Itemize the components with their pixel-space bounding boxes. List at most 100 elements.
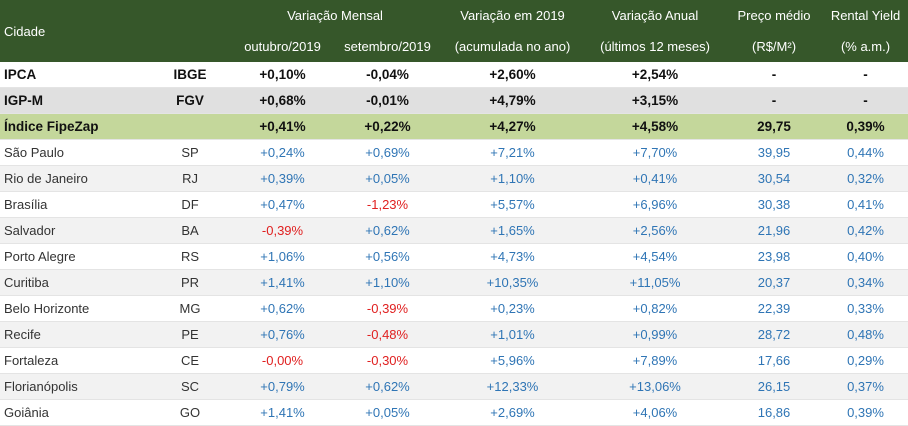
cell-ano: +4,79% bbox=[440, 87, 586, 114]
cell-yield: 0,42% bbox=[823, 217, 908, 244]
cell-anual: +0,82% bbox=[585, 295, 726, 322]
city-uf: DF bbox=[150, 191, 231, 218]
cell-outubro: +0,10% bbox=[230, 62, 336, 88]
cell-preco: 30,54 bbox=[725, 165, 824, 192]
index-row-igpm: IGP-M FGV +0,68% -0,01% +4,79% +3,15% - … bbox=[0, 87, 908, 114]
cell-outubro: +0,47% bbox=[230, 191, 336, 218]
city-uf: CE bbox=[150, 347, 231, 374]
cell-preco: 21,96 bbox=[725, 217, 824, 244]
cell-outubro: +0,24% bbox=[230, 139, 336, 166]
cell-setembro: -0,30% bbox=[335, 347, 441, 374]
cell-anual: +3,15% bbox=[585, 87, 726, 114]
header-preco-unit: (R$/M²) bbox=[751, 39, 797, 54]
cell-preco: 17,66 bbox=[725, 347, 824, 374]
cell-ano: +1,65% bbox=[440, 217, 586, 244]
city-name: Brasília bbox=[0, 191, 150, 218]
cell-yield: 0,37% bbox=[823, 373, 908, 400]
cell-yield: 0,41% bbox=[823, 191, 908, 218]
cell-anual: +11,05% bbox=[585, 269, 726, 296]
cell-yield: 0,29% bbox=[823, 347, 908, 374]
city-row: Recife PE +0,76% -0,48% +1,01% +0,99% 28… bbox=[0, 321, 908, 348]
city-name: Belo Horizonte bbox=[0, 295, 150, 322]
city-name: Fortaleza bbox=[0, 347, 150, 374]
cell-ano: +4,73% bbox=[440, 243, 586, 270]
index-row-fipezap: Índice FipeZap +0,41% +0,22% +4,27% +4,5… bbox=[0, 113, 908, 140]
cell-outubro: -0,00% bbox=[230, 347, 336, 374]
cell-yield: - bbox=[823, 62, 908, 88]
city-uf: SC bbox=[150, 373, 231, 400]
cell-setembro: -0,01% bbox=[335, 87, 441, 114]
cell-ano: +5,57% bbox=[440, 191, 586, 218]
cell-anual: +13,06% bbox=[585, 373, 726, 400]
city-name: Porto Alegre bbox=[0, 243, 150, 270]
cell-ano: +4,27% bbox=[440, 113, 586, 140]
cell-anual: +7,89% bbox=[585, 347, 726, 374]
cell-setembro: +0,22% bbox=[335, 113, 441, 140]
city-uf: PR bbox=[150, 269, 231, 296]
city-name: Curitiba bbox=[0, 269, 150, 296]
table-header: Cidade Variação Mensal Variação em 2019 … bbox=[0, 0, 908, 62]
cell-yield: 0,32% bbox=[823, 165, 908, 192]
city-name: São Paulo bbox=[0, 139, 150, 166]
cell-yield: 0,34% bbox=[823, 269, 908, 296]
city-uf: BA bbox=[150, 217, 231, 244]
index-source bbox=[150, 113, 231, 140]
cell-setembro: +0,69% bbox=[335, 139, 441, 166]
cell-yield: - bbox=[823, 87, 908, 114]
cell-outubro: +0,41% bbox=[230, 113, 336, 140]
cell-ano: +0,23% bbox=[440, 295, 586, 322]
cell-outubro: +1,06% bbox=[230, 243, 336, 270]
cell-outubro: +0,68% bbox=[230, 87, 336, 114]
city-row: Florianópolis SC +0,79% +0,62% +12,33% +… bbox=[0, 373, 908, 400]
city-uf: RJ bbox=[150, 165, 231, 192]
cell-setembro: -0,39% bbox=[335, 295, 441, 322]
cell-outubro: +0,76% bbox=[230, 321, 336, 348]
cell-ano: +12,33% bbox=[440, 373, 586, 400]
cell-preco: 29,75 bbox=[725, 113, 824, 140]
cell-outubro: -0,39% bbox=[230, 217, 336, 244]
cell-ano: +1,01% bbox=[440, 321, 586, 348]
cell-preco: - bbox=[725, 62, 824, 88]
cell-anual: +0,41% bbox=[585, 165, 726, 192]
header-outubro: outubro/2019 bbox=[244, 39, 321, 54]
cell-anual: +4,54% bbox=[585, 243, 726, 270]
cell-outubro: +1,41% bbox=[230, 269, 336, 296]
header-variacao-mensal: Variação Mensal bbox=[287, 8, 383, 23]
cell-anual: +6,96% bbox=[585, 191, 726, 218]
cell-yield: 0,40% bbox=[823, 243, 908, 270]
cell-setembro: -1,23% bbox=[335, 191, 441, 218]
cell-outubro: +0,79% bbox=[230, 373, 336, 400]
city-uf: SP bbox=[150, 139, 231, 166]
city-row: Salvador BA -0,39% +0,62% +1,65% +2,56% … bbox=[0, 217, 908, 244]
index-row-ipca: IPCA IBGE +0,10% -0,04% +2,60% +2,54% - … bbox=[0, 62, 908, 88]
cell-anual: +2,54% bbox=[585, 62, 726, 88]
index-source: IBGE bbox=[150, 62, 231, 88]
cell-anual: +4,58% bbox=[585, 113, 726, 140]
cell-yield: 0,33% bbox=[823, 295, 908, 322]
cell-setembro: +0,62% bbox=[335, 217, 441, 244]
cell-yield: 0,44% bbox=[823, 139, 908, 166]
cell-ano: +2,60% bbox=[440, 62, 586, 88]
cell-anual: +7,70% bbox=[585, 139, 726, 166]
cell-yield: 0,48% bbox=[823, 321, 908, 348]
header-ultimos12: (últimos 12 meses) bbox=[600, 39, 710, 54]
cell-ano: +1,10% bbox=[440, 165, 586, 192]
header-rental-yield: Rental Yield bbox=[830, 8, 901, 23]
cell-ano: +10,35% bbox=[440, 269, 586, 296]
cell-setembro: +0,05% bbox=[335, 165, 441, 192]
city-row: Belo Horizonte MG +0,62% -0,39% +0,23% +… bbox=[0, 295, 908, 322]
cell-anual: +0,99% bbox=[585, 321, 726, 348]
index-source: FGV bbox=[150, 87, 231, 114]
cell-setembro: +0,62% bbox=[335, 373, 441, 400]
city-row: Porto Alegre RS +1,06% +0,56% +4,73% +4,… bbox=[0, 243, 908, 270]
city-uf: MG bbox=[150, 295, 231, 322]
index-name: Índice FipeZap bbox=[0, 113, 150, 140]
cell-preco: 30,38 bbox=[725, 191, 824, 218]
cell-setembro: -0,04% bbox=[335, 62, 441, 88]
header-variacao-2019: Variação em 2019 bbox=[460, 8, 565, 23]
cell-anual: +2,56% bbox=[585, 217, 726, 244]
city-name: Florianópolis bbox=[0, 373, 150, 400]
header-acumulada: (acumulada no ano) bbox=[454, 39, 571, 54]
table-body: IPCA IBGE +0,10% -0,04% +2,60% +2,54% - … bbox=[0, 62, 908, 426]
